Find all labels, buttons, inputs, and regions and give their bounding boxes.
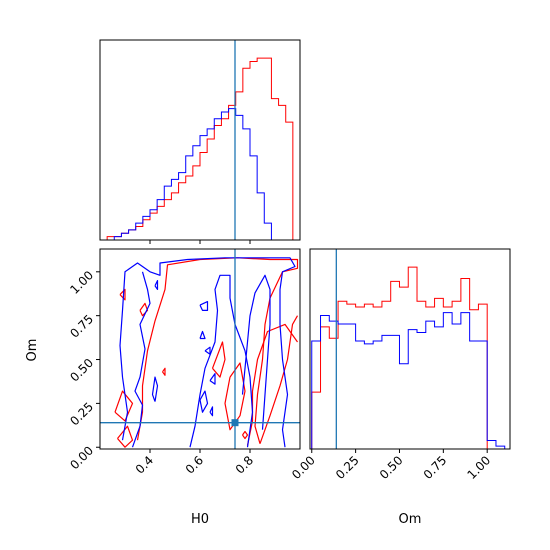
contour-series-1-line-2: [189, 274, 254, 448]
x-axis-label-h0: H0: [191, 512, 209, 527]
contour-series-0-line-0: [136, 257, 299, 444]
contour-series-0-line-3: [224, 362, 246, 431]
contour-series-0-line-1: [259, 315, 299, 444]
joint-y-tick-label-3: 0.75: [67, 312, 96, 341]
h0-marginal-histogram-panel: [99, 39, 301, 244]
contour-series-1-line-4: [151, 376, 159, 402]
h0-histogram-series-1: [100, 108, 300, 240]
joint-y-tick-label-0: 0.00: [67, 443, 96, 472]
contour-series-1-line-11: [154, 280, 159, 290]
contour-series-1-line-5: [199, 390, 209, 413]
om-x-tick-label-3: 0.75: [421, 453, 450, 482]
joint-y-tick-label-2: 0.50: [67, 356, 96, 385]
truth-marker: [231, 419, 239, 427]
joint-x-tick-label-1: 0.6: [183, 453, 206, 476]
contour-series-1-line-10: [209, 406, 214, 417]
contour-series-0-line-7: [139, 302, 149, 317]
contour-series-0-line-6: [119, 288, 126, 301]
contour-series-0-line-2: [246, 323, 298, 446]
contour-series-1-line-6: [199, 301, 209, 311]
om-marginal-histogram-panel: 0.00 0.25 0.50 0.75 1.00: [289, 248, 511, 482]
om-marginal-plot-area: [311, 249, 506, 449]
h0-om-joint-contour-panel: 0.4 0.6 0.8 0.00 0.25 0.50 0.75 1.00: [67, 248, 301, 477]
joint-y-tick-label-1: 0.25: [67, 400, 96, 429]
contour-series-1-line-1: [131, 271, 151, 448]
om-x-tick-label-4: 1.00: [465, 453, 494, 482]
om-x-tick-label-1: 0.25: [333, 453, 362, 482]
contour-series-1-line-0: [119, 257, 296, 448]
joint-frame: [99, 248, 301, 450]
contour-series-1-line-8: [204, 346, 211, 355]
h0-histogram-series-0: [100, 57, 300, 240]
contour-series-0-line-8: [162, 367, 166, 376]
contour-series-1-line-7: [199, 330, 206, 340]
om-histogram-series-1: [311, 312, 506, 449]
contour-series-0-line-10: [242, 430, 249, 440]
contour-series-0-line-4: [114, 390, 134, 422]
om-x-tick-label-2: 0.50: [377, 453, 406, 482]
y-axis-label-om: Om: [25, 339, 40, 362]
x-axis-label-om: Om: [399, 512, 422, 527]
contour-series-1-line-3: [241, 274, 271, 430]
om-marginal-frame: [309, 248, 511, 450]
contour-series-1-line-9: [209, 373, 216, 385]
h0-marginal-plot-area: [100, 40, 300, 240]
joint-x-tick-label-0: 0.4: [133, 453, 156, 476]
contour-series-0-line-9: [211, 341, 226, 378]
om-x-tick-label-0: 0.00: [289, 453, 318, 482]
joint-x-tick-label-2: 0.8: [233, 453, 256, 476]
joint-plot-area: [100, 249, 300, 449]
joint-y-tick-label-4: 1.00: [67, 268, 96, 297]
om-histogram-series-0: [311, 266, 505, 449]
